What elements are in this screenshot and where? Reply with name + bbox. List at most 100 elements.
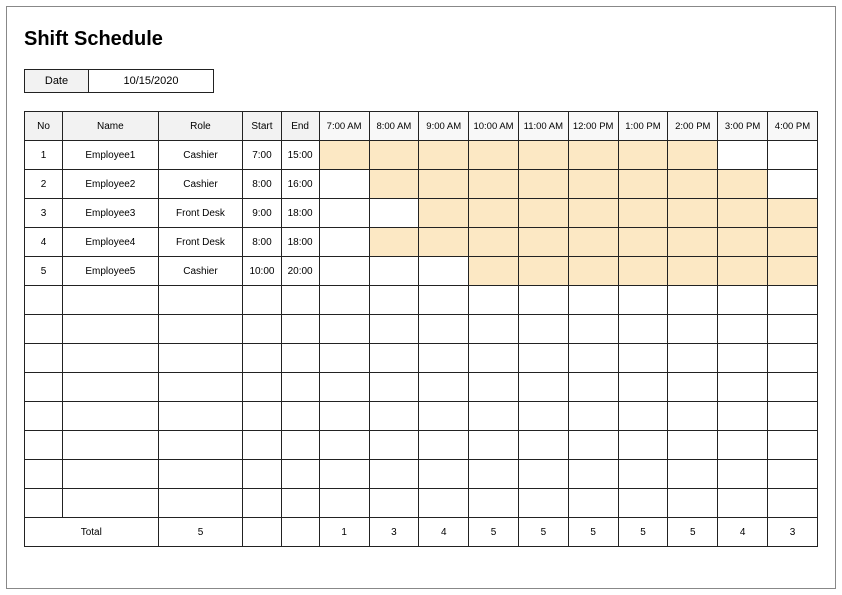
cell-name: Employee2	[63, 170, 158, 199]
cell-empty	[768, 431, 818, 460]
cell-empty	[518, 344, 568, 373]
cell-empty	[25, 402, 63, 431]
cell-empty	[369, 344, 419, 373]
cell-empty	[618, 431, 668, 460]
content: Shift Schedule Date 10/15/2020 No Name R…	[6, 6, 836, 589]
cell-hour	[668, 170, 718, 199]
cell-hour	[518, 141, 568, 170]
cell-empty	[319, 286, 369, 315]
cell-empty	[469, 431, 519, 460]
col-no: No	[25, 112, 63, 141]
table-row	[25, 344, 818, 373]
cell-role: Cashier	[158, 141, 243, 170]
cell-hour	[518, 228, 568, 257]
cell-empty	[369, 315, 419, 344]
cell-empty	[618, 489, 668, 518]
total-hour: 1	[319, 518, 369, 547]
table-row	[25, 373, 818, 402]
cell-empty	[63, 489, 158, 518]
col-hour: 8:00 AM	[369, 112, 419, 141]
cell-empty	[419, 431, 469, 460]
total-hour: 4	[419, 518, 469, 547]
cell-empty	[469, 373, 519, 402]
cell-empty	[518, 402, 568, 431]
cell-empty	[25, 489, 63, 518]
cell-empty	[319, 373, 369, 402]
cell-empty	[469, 489, 519, 518]
col-hour: 4:00 PM	[768, 112, 818, 141]
cell-empty	[768, 373, 818, 402]
cell-empty	[158, 373, 243, 402]
cell-hour	[518, 170, 568, 199]
cell-empty	[668, 315, 718, 344]
cell-role: Front Desk	[158, 199, 243, 228]
cell-start: 10:00	[243, 257, 281, 286]
cell-hour	[469, 170, 519, 199]
cell-empty	[243, 402, 281, 431]
cell-empty	[63, 344, 158, 373]
cell-empty	[369, 460, 419, 489]
cell-empty	[158, 315, 243, 344]
cell-hour	[419, 228, 469, 257]
cell-hour	[469, 228, 519, 257]
cell-empty	[319, 489, 369, 518]
cell-hour	[419, 170, 469, 199]
cell-end: 18:00	[281, 199, 319, 228]
cell-empty	[768, 402, 818, 431]
cell-hour	[419, 141, 469, 170]
date-label: Date	[24, 69, 89, 93]
total-row: Total51345555543	[25, 518, 818, 547]
cell-empty	[718, 431, 768, 460]
cell-hour	[369, 228, 419, 257]
cell-empty	[319, 344, 369, 373]
cell-empty	[469, 402, 519, 431]
col-name: Name	[63, 112, 158, 141]
cell-end: 18:00	[281, 228, 319, 257]
cell-empty	[768, 315, 818, 344]
cell-start: 8:00	[243, 228, 281, 257]
cell-hour	[768, 141, 818, 170]
cell-empty	[369, 431, 419, 460]
cell-empty	[243, 344, 281, 373]
cell-empty	[158, 431, 243, 460]
cell-hour	[718, 170, 768, 199]
cell-empty	[281, 344, 319, 373]
cell-empty	[469, 286, 519, 315]
cell-empty	[618, 460, 668, 489]
cell-hour	[618, 170, 668, 199]
cell-hour	[469, 141, 519, 170]
cell-hour	[768, 228, 818, 257]
cell-empty	[243, 460, 281, 489]
total-start	[243, 518, 281, 547]
cell-start: 7:00	[243, 141, 281, 170]
col-hour: 11:00 AM	[518, 112, 568, 141]
cell-hour	[618, 199, 668, 228]
table-row	[25, 286, 818, 315]
cell-empty	[718, 489, 768, 518]
cell-no: 3	[25, 199, 63, 228]
cell-hour	[618, 257, 668, 286]
cell-start: 8:00	[243, 170, 281, 199]
cell-empty	[158, 489, 243, 518]
cell-hour	[319, 257, 369, 286]
cell-empty	[63, 373, 158, 402]
total-end	[281, 518, 319, 547]
cell-name: Employee3	[63, 199, 158, 228]
cell-name: Employee4	[63, 228, 158, 257]
date-row: Date 10/15/2020	[24, 69, 818, 93]
cell-hour	[718, 228, 768, 257]
cell-empty	[63, 286, 158, 315]
cell-empty	[158, 286, 243, 315]
cell-hour	[319, 228, 369, 257]
cell-empty	[319, 315, 369, 344]
table-row: 1Employee1Cashier7:0015:00	[25, 141, 818, 170]
table-body: 1Employee1Cashier7:0015:002Employee2Cash…	[25, 141, 818, 547]
cell-empty	[419, 344, 469, 373]
cell-empty	[518, 460, 568, 489]
cell-empty	[718, 460, 768, 489]
cell-end: 20:00	[281, 257, 319, 286]
cell-empty	[668, 489, 718, 518]
cell-hour	[668, 199, 718, 228]
cell-no: 1	[25, 141, 63, 170]
col-hour: 12:00 PM	[568, 112, 618, 141]
